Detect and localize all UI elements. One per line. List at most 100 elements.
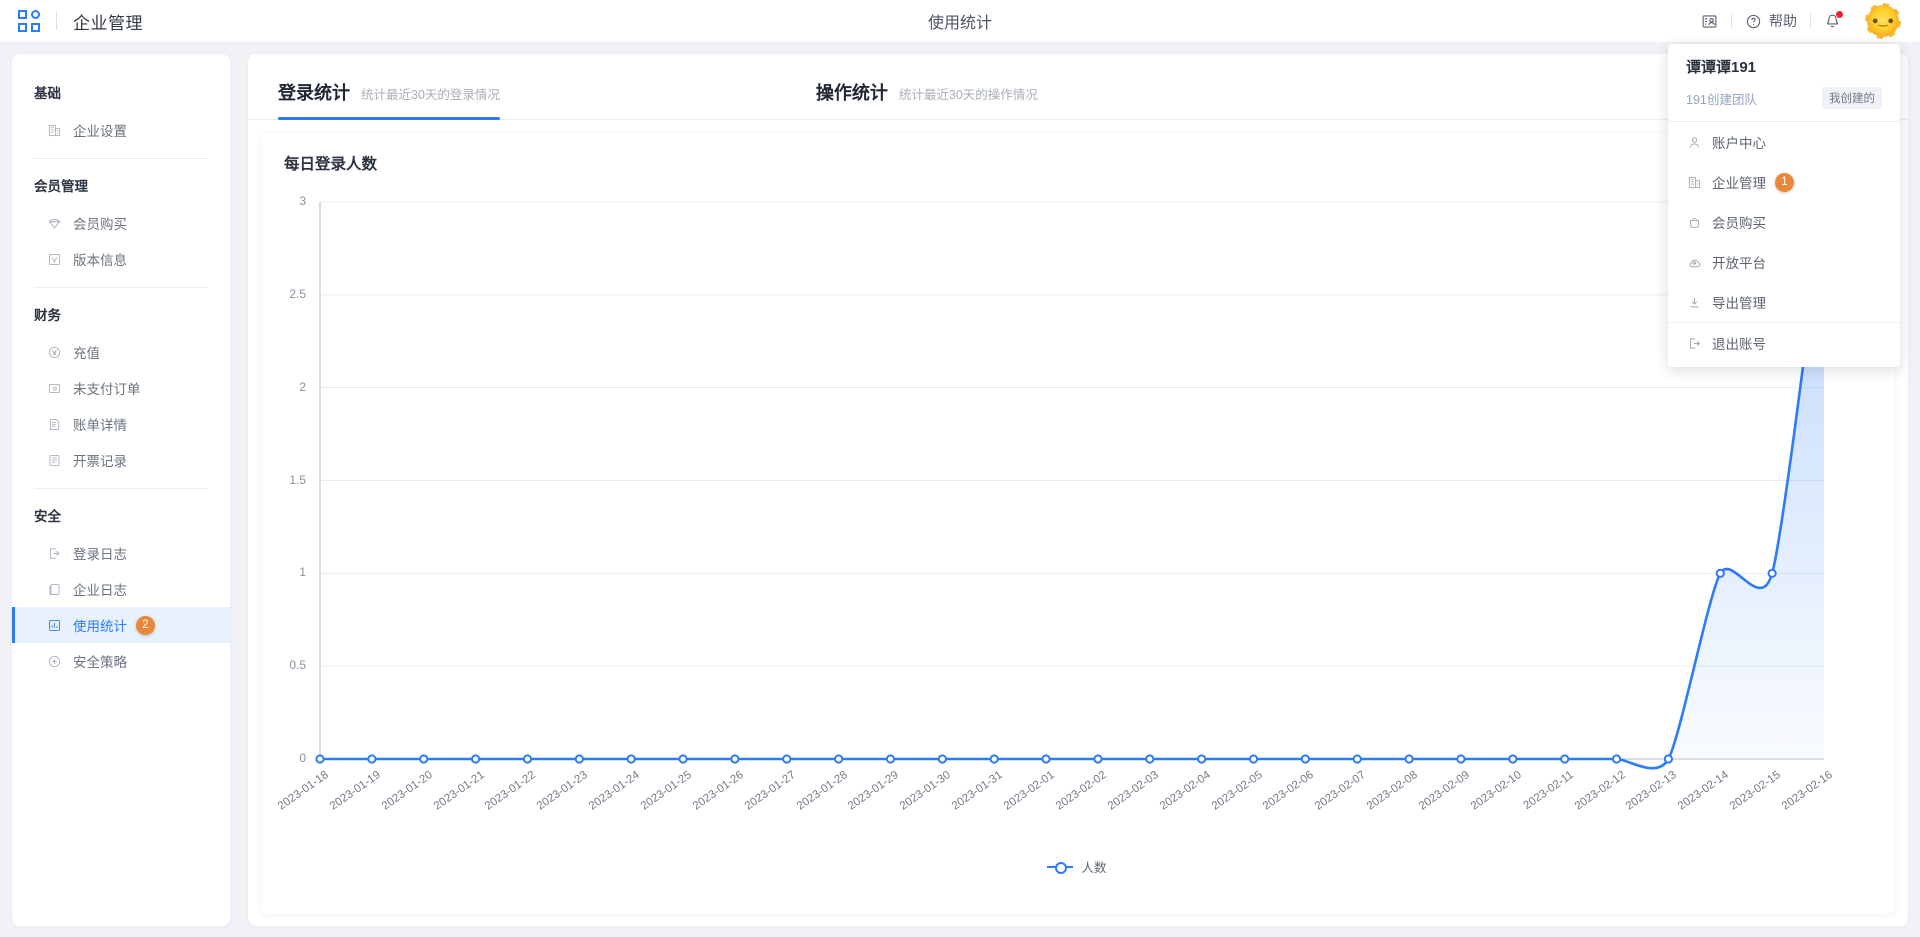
sidebar-item-unpaid-orders[interactable]: 未支付订单 — [12, 370, 230, 406]
sidebar-separator-3 — [34, 488, 208, 489]
sidebar-item-label: 安全策略 — [73, 655, 127, 670]
sidebar-item-label: 账单详情 — [73, 418, 127, 433]
sidebar-item-enterprise-logs[interactable]: 企业日志 — [12, 571, 230, 607]
dropdown-user-name: 谭谭谭191 — [1686, 59, 1757, 76]
plus-circle-icon — [46, 653, 62, 669]
question-circle-icon — [1745, 13, 1762, 30]
sidebar-item-bill-details[interactable]: 账单详情 — [12, 406, 230, 442]
id-card-icon — [1701, 13, 1718, 30]
sidebar-item-invoice-records[interactable]: 开票记录 — [12, 442, 230, 478]
sidebar-item-usage-statistics[interactable]: 使用统计 2 — [12, 607, 230, 643]
sidebar-item-label: 版本信息 — [73, 253, 127, 268]
legend-line-marker-icon — [1047, 861, 1074, 874]
tab-label: 登录统计 — [278, 83, 350, 103]
header-left: 企业管理 — [0, 9, 143, 34]
page-title: 使用统计 — [927, 15, 992, 32]
user-icon — [1686, 134, 1702, 150]
logout-icon — [1686, 335, 1702, 351]
chart-canvas — [315, 197, 1829, 770]
dropdown-item-export-management[interactable]: 导出管理 — [1668, 282, 1900, 322]
notification-dot — [1836, 11, 1843, 18]
dropdown-divider-bottom — [1668, 322, 1900, 323]
dropdown-item-label: 退出账号 — [1712, 337, 1766, 352]
grid-apps-icon[interactable] — [18, 10, 40, 32]
y-axis-tick-label: 0.5 — [289, 658, 306, 673]
header-sep-2 — [1810, 13, 1811, 29]
tab-subtitle: 统计最近30天的登录情况 — [361, 88, 500, 102]
building-icon — [1686, 174, 1702, 190]
dropdown-item-account-center[interactable]: 账户中心 — [1668, 122, 1900, 162]
sidebar-item-label: 充值 — [73, 346, 100, 361]
notifications-button[interactable] — [1811, 0, 1854, 42]
tab-operation-statistics[interactable]: 操作统计 统计最近30天的操作情况 — [798, 79, 1056, 119]
header-right: 帮助 ●‿● — [1688, 0, 1920, 42]
sidebar-item-security-policy[interactable]: 安全策略 — [12, 643, 230, 679]
help-button[interactable]: 帮助 — [1732, 0, 1810, 42]
sidebar-item-membership-purchase[interactable]: 会员购买 — [12, 205, 230, 241]
y-axis-tick-label: 1 — [299, 565, 306, 580]
sidebar-group-basic: 基础 企业设置 — [12, 70, 230, 148]
chart-card: 每日登录人数 0 0.5 1 1.5 2 2.5 3 2023-01-18 2023-01-1… — [262, 134, 1894, 914]
dropdown-item-enterprise-management[interactable]: 企业管理 1 — [1668, 162, 1900, 202]
main-panel: 登录统计 统计最近30天的登录情况 操作统计 统计最近30天的操作情况 每日登录… — [248, 54, 1908, 926]
id-card-button[interactable] — [1688, 0, 1731, 42]
dropdown-header: 谭谭谭191 191创建团队 我创建的 — [1668, 44, 1900, 121]
sidebar-separator-2 — [34, 287, 208, 288]
sidebar-item-label: 未支付订单 — [73, 382, 141, 397]
sidebar-item-enterprise-settings[interactable]: 企业设置 — [12, 112, 230, 148]
y-axis-tick-label: 3 — [299, 194, 306, 208]
dropdown-item-label: 导出管理 — [1712, 296, 1766, 311]
sidebar-group-finance: 财务 充值 未支付订单 账单详情 — [12, 292, 230, 478]
dropdown-team-tag: 我创建的 — [1822, 87, 1882, 109]
sidebar-item-label: 开票记录 — [73, 454, 127, 469]
dropdown-item-logout[interactable]: 退出账号 — [1668, 323, 1900, 363]
avatar-face: ●‿● — [1871, 14, 1895, 27]
account-dropdown-menu[interactable]: 谭谭谭191 191创建团队 我创建的 账户中心 企业管理 1 — [1668, 44, 1900, 367]
sidebar-item-version-info[interactable]: 版本信息 — [12, 241, 230, 277]
sidebar-item-recharge[interactable]: 充值 — [12, 334, 230, 370]
sidebar-item-label: 登录日志 — [73, 547, 127, 562]
tab-subtitle: 统计最近30天的操作情况 — [898, 88, 1038, 102]
sidebar-item-label: 会员购买 — [73, 217, 127, 232]
y-axis-tick-label: 1.5 — [289, 472, 306, 487]
tab-label: 操作统计 — [815, 83, 888, 103]
dropdown-item-label: 账户中心 — [1712, 136, 1766, 151]
tab-bar: 登录统计 统计最近30天的登录情况 操作统计 统计最近30天的操作情况 — [248, 54, 1908, 120]
sidebar-group-title: 基础 — [34, 86, 61, 101]
help-label: 帮助 — [1769, 13, 1797, 29]
yuan-coin-icon — [46, 344, 62, 360]
dropdown-team-row[interactable]: 191创建团队 我创建的 — [1686, 87, 1882, 109]
enterprise-log-icon — [46, 581, 62, 597]
sidebar-item-label: 使用统计 — [73, 619, 127, 634]
sidebar-item-label: 企业日志 — [73, 583, 127, 598]
avatar[interactable]: ●‿● — [1865, 3, 1901, 39]
dropdown-item-badge: 1 — [1775, 172, 1794, 192]
dropdown-team-name: 191创建团队 — [1686, 92, 1757, 107]
dropdown-item-open-platform[interactable]: 开放平台 — [1668, 242, 1900, 282]
sidebar-item-login-logs[interactable]: 登录日志 — [12, 535, 230, 571]
diamond-icon — [46, 215, 62, 231]
unpaid-order-icon — [46, 380, 62, 396]
bag-icon — [1686, 214, 1702, 230]
sidebar-group-title: 财务 — [34, 308, 61, 323]
bell-icon — [1824, 11, 1843, 30]
tab-login-statistics[interactable]: 登录统计 统计最近30天的登录情况 — [260, 79, 518, 120]
header-divider — [56, 12, 57, 30]
invoice-icon — [46, 452, 62, 468]
login-log-icon — [46, 545, 62, 561]
sidebar: 基础 企业设置 会员管理 会员购买 — [12, 54, 230, 926]
dropdown-divider-top — [1668, 121, 1900, 122]
sidebar-item-badge: 2 — [136, 615, 155, 635]
y-axis-tick-label: 0 — [299, 751, 306, 765]
building-icon — [46, 122, 62, 138]
sidebar-separator-1 — [34, 158, 208, 159]
daily-login-chart[interactable]: 0 0.5 1 1.5 2 2.5 3 2023-01-18 2023-01-19 2023-0… — [262, 174, 1892, 894]
sidebar-group-title: 会员管理 — [34, 179, 88, 194]
dropdown-item-membership-purchase[interactable]: 会员购买 — [1668, 202, 1900, 242]
header-sep-1 — [1731, 13, 1732, 29]
sidebar-group-security: 安全 登录日志 企业日志 — [12, 493, 230, 679]
sidebar-item-label: 企业设置 — [73, 124, 127, 139]
cloud-platform-icon — [1686, 254, 1702, 270]
y-axis-tick-label: 2 — [299, 379, 306, 394]
chart-legend[interactable]: 人数 — [262, 857, 1892, 876]
